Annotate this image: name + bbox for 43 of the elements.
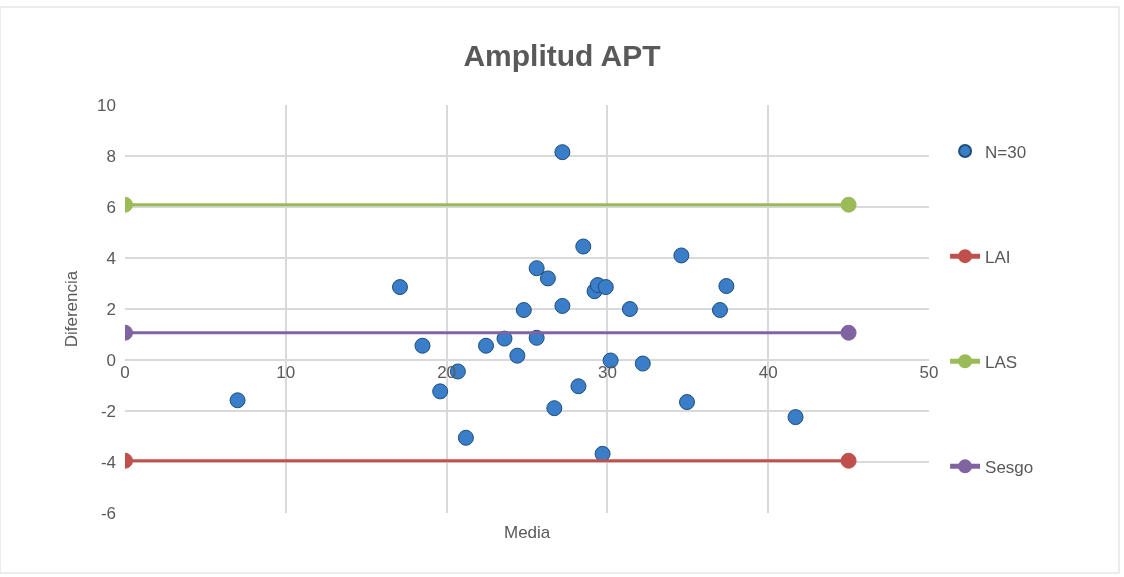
x-tick-label: 0	[120, 362, 130, 382]
y-tick-label: 10	[97, 95, 116, 115]
x-tick-label: 30	[597, 362, 617, 382]
legend-label: LAI	[985, 247, 1011, 267]
legend-label: LAS	[985, 352, 1018, 372]
y-tick-label: 6	[106, 197, 116, 217]
point	[679, 394, 695, 411]
point	[711, 302, 728, 319]
x-axis-title: Media	[504, 523, 551, 542]
y-tick-label: 2	[106, 299, 116, 319]
x-tick-label: 10	[276, 362, 296, 382]
y-tick-label: 4	[106, 248, 116, 268]
y-tick-label: 8	[106, 146, 116, 166]
point	[229, 392, 246, 409]
point	[787, 409, 804, 426]
x-tick-label: 40	[758, 362, 778, 382]
point	[718, 278, 735, 295]
point	[546, 400, 563, 417]
point	[634, 355, 651, 372]
legend-label: Sesgo	[985, 457, 1034, 477]
point	[478, 337, 494, 354]
x-tick-label: 50	[919, 362, 939, 382]
y-tick-label: -2	[100, 401, 116, 421]
point	[554, 144, 571, 161]
point	[621, 301, 638, 317]
point	[414, 337, 431, 354]
point	[539, 270, 556, 287]
y-tick-label: -6	[100, 503, 116, 523]
point	[509, 347, 526, 364]
point	[391, 279, 408, 296]
point	[432, 383, 449, 400]
legend-label: N=30	[985, 142, 1027, 162]
point	[457, 429, 474, 446]
y-tick-label: -4	[100, 452, 116, 472]
point	[528, 260, 545, 277]
point	[515, 302, 532, 319]
point	[570, 378, 587, 395]
point	[554, 297, 571, 314]
point	[597, 279, 614, 296]
y-axis-title: Diferencia	[61, 270, 81, 348]
point	[575, 238, 592, 255]
chart-title: Amplitud APT	[463, 38, 661, 72]
point	[673, 247, 690, 264]
